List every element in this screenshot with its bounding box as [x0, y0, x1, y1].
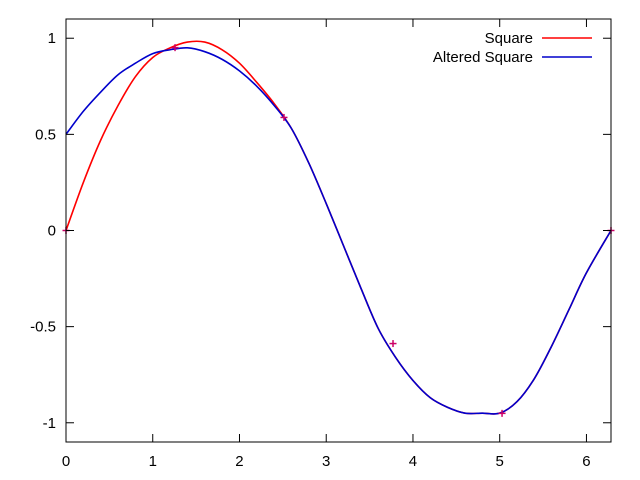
legend-label-square: Square — [485, 30, 533, 47]
legend: Square Altered Square — [433, 30, 592, 66]
y-tick-label: 0.5 — [35, 126, 56, 143]
x-tick-label: 4 — [409, 453, 417, 470]
axis-ticks: 0 1 2 3 4 5 6 -1 -0.5 0 0.5 1 — [30, 19, 611, 470]
data-point-marker — [280, 113, 288, 121]
y-tick-label: -0.5 — [30, 319, 56, 336]
y-tick-label: 0 — [48, 223, 56, 240]
legend-label-altered-square: Altered Square — [433, 49, 533, 66]
x-tick-label: 5 — [496, 453, 504, 470]
data-point-marker — [171, 44, 179, 52]
x-tick-label: 6 — [582, 453, 590, 470]
x-tick-label: 0 — [62, 453, 70, 470]
y-tick-label: -1 — [43, 415, 56, 432]
x-tick-label: 1 — [149, 453, 157, 470]
y-tick-label: 1 — [48, 30, 56, 47]
data-point-marker — [389, 340, 397, 348]
data-point-marker — [498, 409, 506, 417]
series-line-altered-square — [65, 46, 612, 415]
x-tick-label: 3 — [322, 453, 330, 470]
x-tick-label: 2 — [235, 453, 243, 470]
